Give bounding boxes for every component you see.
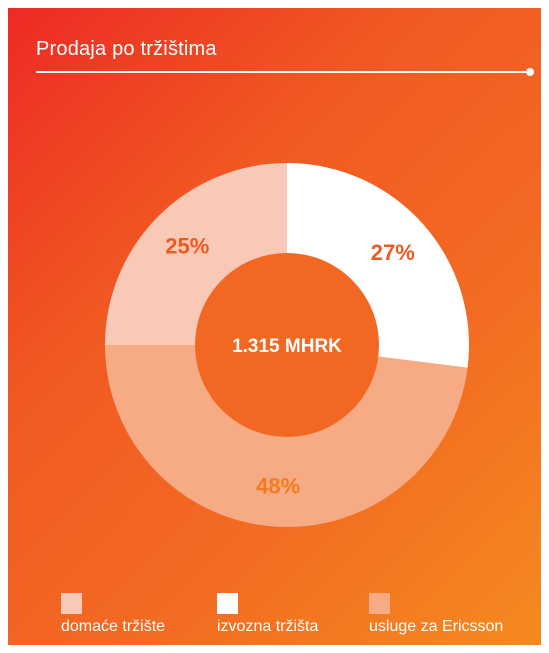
donut-chart: 27% 48% 25% 1.315 MHRK bbox=[105, 163, 469, 528]
slice-label-domace: 25% bbox=[165, 233, 209, 258]
legend-label-domace: domaće tržište bbox=[61, 618, 166, 635]
legend-label-izvozna: izvozna tržišta bbox=[217, 618, 319, 635]
legend-item-usluge: usluge za Ericsson bbox=[369, 593, 503, 636]
chart-card: Prodaja po tržištima 27% 48% 25% 1.315 MHRK… bbox=[8, 8, 541, 645]
legend-swatch-domace bbox=[61, 593, 82, 614]
slice-label-izvozna: 27% bbox=[371, 240, 415, 265]
slice-label-usluge: 48% bbox=[256, 474, 300, 499]
legend-swatch-usluge bbox=[369, 593, 390, 614]
chart-title: Prodaja po tržištima bbox=[36, 38, 217, 60]
title-underline-dot bbox=[526, 68, 534, 76]
donut-center bbox=[195, 253, 379, 437]
legend-item-domace: domaće tržište bbox=[61, 593, 165, 636]
legend-swatch-izvozna bbox=[217, 593, 238, 614]
legend-label-usluge: usluge za Ericsson bbox=[369, 618, 504, 635]
center-total-label: 1.315 MHRK bbox=[232, 336, 342, 357]
legend-item-izvozna: izvozna tržišta bbox=[217, 593, 318, 636]
title-underline bbox=[36, 71, 530, 73]
legend: domaće tržište izvozna tržišta usluge za… bbox=[8, 593, 541, 643]
